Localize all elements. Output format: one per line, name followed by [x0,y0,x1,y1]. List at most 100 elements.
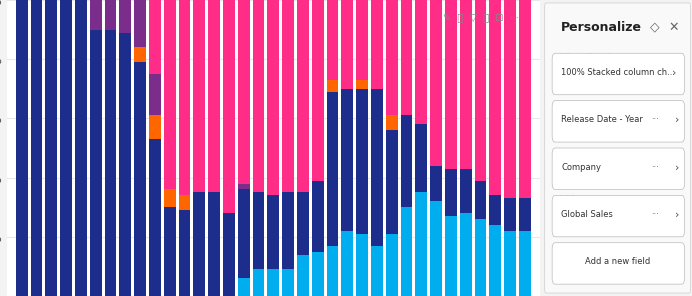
Bar [164,0,176,189]
Bar [519,231,531,296]
Bar [386,234,398,296]
Bar [327,92,338,246]
Bar [267,269,280,296]
Bar [104,30,116,296]
Bar [16,0,28,296]
Bar [223,0,235,213]
Bar [445,0,457,169]
Bar [356,80,368,89]
Bar [341,231,353,296]
Bar [253,269,264,296]
Bar [238,0,250,184]
Bar [341,89,353,231]
Bar [179,0,190,195]
Bar [179,195,190,210]
Bar [475,181,486,219]
Bar [90,0,102,30]
Bar [297,0,309,192]
Text: Global Sales: Global Sales [561,210,613,219]
Bar [445,169,457,216]
Bar [475,219,486,296]
Text: Legend: Legend [561,148,597,158]
Bar [415,0,427,124]
Text: ✕: ✕ [669,21,680,34]
Bar [371,89,383,246]
Bar [223,213,235,296]
Bar [415,192,427,296]
Text: ›: › [675,162,680,172]
Text: Axis: Axis [561,101,581,111]
Text: Release Date - Year: Release Date - Year [561,115,643,124]
FancyBboxPatch shape [552,243,684,284]
Text: ···: ··· [651,163,659,172]
Bar [149,74,161,115]
Bar [489,0,501,195]
Bar [90,30,102,296]
Bar [356,234,368,296]
Bar [430,166,442,201]
Bar [30,0,42,296]
Text: Personalize: Personalize [561,21,642,34]
Bar [519,198,531,231]
Text: ›: › [672,67,676,78]
Text: Company: Company [561,163,601,172]
Bar [297,255,309,296]
Text: ◇: ◇ [650,21,659,34]
FancyBboxPatch shape [552,195,684,237]
Bar [282,192,294,269]
Bar [238,189,250,278]
Bar [504,231,516,296]
Bar [459,0,472,169]
Bar [164,207,176,296]
Bar [267,0,280,195]
Bar [519,0,531,198]
Bar [401,115,412,207]
FancyBboxPatch shape [552,101,684,142]
Bar [104,0,116,30]
Bar [179,210,190,296]
Bar [282,0,294,192]
FancyBboxPatch shape [552,148,684,189]
Bar [238,184,250,189]
Text: ›: › [675,115,680,125]
Bar [489,195,501,225]
Bar [46,0,57,296]
Bar [149,115,161,139]
Bar [475,0,486,181]
Bar [401,207,412,296]
Bar [430,0,442,166]
Bar [401,0,412,115]
Bar [386,0,398,115]
Bar [371,246,383,296]
Text: ›: › [675,210,680,220]
Text: ···: ··· [651,115,659,124]
Bar [282,269,294,296]
Text: +: + [669,101,679,111]
FancyBboxPatch shape [545,3,691,293]
Bar [253,0,264,192]
Bar [356,89,368,234]
Text: Tooltips: Tooltips [561,243,598,253]
Bar [341,0,353,89]
Bar [386,130,398,234]
Bar [386,115,398,130]
Bar [459,169,472,213]
Bar [149,139,161,296]
Bar [327,80,338,92]
Text: ···: ··· [651,210,659,219]
Bar [193,0,206,192]
Bar [312,0,324,181]
Bar [356,0,368,80]
Bar [134,47,146,62]
Bar [134,62,146,296]
FancyBboxPatch shape [552,53,684,95]
Bar [208,192,220,296]
Bar [164,189,176,207]
Bar [371,0,383,89]
Bar [134,0,146,47]
Bar [415,124,427,192]
Bar [489,225,501,296]
Bar [238,278,250,296]
Bar [327,0,338,80]
Bar [297,192,309,255]
